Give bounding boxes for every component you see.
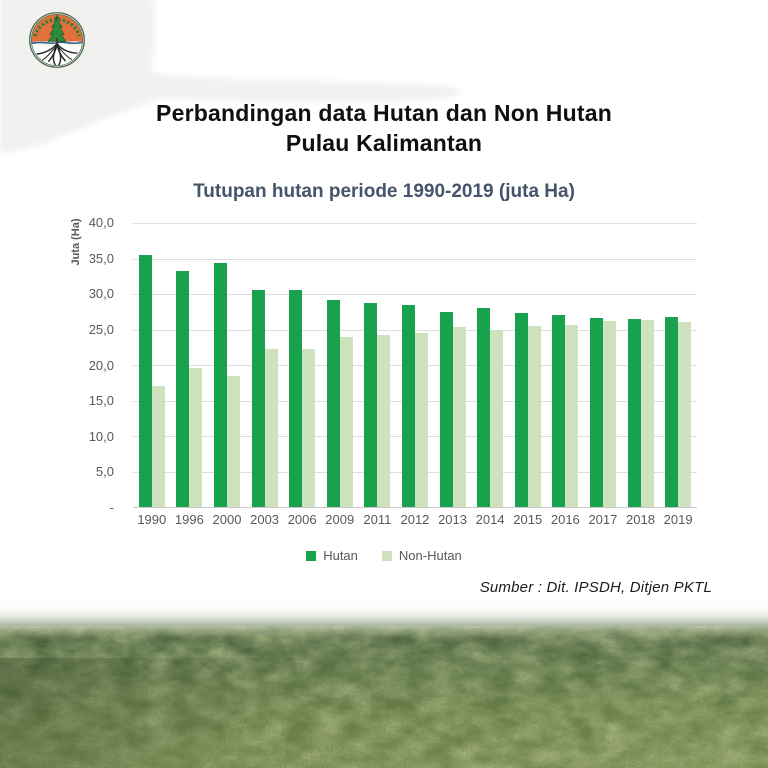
x-tick-label-2013: 2013: [438, 512, 467, 527]
title-line-1: Perbandingan data Hutan dan Non Hutan: [156, 100, 612, 126]
y-tick-label: 35,0: [88, 250, 114, 266]
bar-group-2012: [401, 223, 428, 507]
bar-hutan-2003: [251, 289, 265, 507]
bar-hutan-2000: [213, 262, 227, 507]
y-tick-label: 25,0: [88, 321, 114, 337]
x-tick-label-2016: 2016: [550, 512, 580, 527]
bar-hutan-2015: [514, 313, 528, 507]
gridline: [133, 258, 697, 260]
bar-non-hutan-2009: [339, 337, 353, 507]
bar-non-hutan-2015: [527, 325, 541, 507]
bar-hutan-2006: [289, 290, 303, 507]
bar-hutan-2018: [627, 318, 641, 507]
bar-group-2000: [213, 223, 240, 507]
legend-label: Non-Hutan: [398, 548, 462, 563]
legend-swatch-icon: [306, 550, 317, 561]
bar-non-hutan-2003: [264, 348, 278, 507]
bar-non-hutan-2017: [602, 320, 616, 507]
bar-non-hutan-2011: [377, 335, 391, 507]
x-tick-label-2011: 2011: [363, 512, 392, 527]
bar-hutan-2009: [326, 299, 340, 507]
y-axis-ticks: 40,0 35,0 30,0 25,0 20,0 15,0 10,0 5,0 -: [58, 215, 122, 515]
y-tick-label: 30,0: [88, 286, 114, 302]
bar-non-hutan-2014: [490, 330, 504, 507]
x-tick-label-2019: 2019: [663, 512, 693, 527]
y-tick-label: 20,0: [88, 357, 114, 373]
bar-group-1990: [138, 223, 165, 507]
bar-non-hutan-2016: [565, 324, 579, 507]
legend-swatch-icon: [381, 550, 392, 561]
aerial-forest-canopy-photo: [0, 598, 768, 768]
x-tick-label-2015: 2015: [513, 512, 543, 527]
x-tick-label-1990: 1990: [137, 512, 167, 527]
bar-group-1996: [176, 223, 203, 507]
x-axis-ticks: 1990 1996 2000 2003 2006 2009 2011 2012 2013 2014…: [133, 512, 697, 527]
bar-non-hutan-1990: [151, 385, 165, 507]
bar-hutan-2017: [589, 318, 603, 507]
bar-non-hutan-2013: [452, 327, 466, 507]
bar-non-hutan-1996: [189, 367, 203, 507]
gridline: [133, 329, 697, 331]
bar-non-hutan-2006: [302, 348, 316, 507]
legend-label: Hutan: [323, 548, 358, 563]
x-tick-label-2006: 2006: [287, 512, 317, 527]
title-line-2: Pulau Kalimantan: [285, 129, 483, 156]
bar-group-2015: [514, 223, 541, 507]
bar-hutan-2013: [439, 311, 453, 507]
bar-hutan-2014: [477, 307, 491, 507]
chart-legend: Hutan Non-Hutan: [0, 548, 768, 563]
bar-non-hutan-2018: [640, 320, 654, 507]
source-citation: Sumber : Dit. IPSDH, Ditjen PKTL: [479, 579, 712, 596]
x-tick-label-2017: 2017: [588, 512, 618, 527]
bar-group-2014: [477, 223, 504, 507]
bar-group-2018: [627, 223, 654, 507]
y-tick-label: 5,0: [95, 464, 114, 480]
y-tick-label: 40,0: [88, 215, 114, 230]
gridline: [133, 223, 697, 224]
legend-item-hutan: Hutan: [306, 548, 358, 563]
x-tick-label-2003: 2003: [250, 512, 280, 527]
bar-group-2006: [289, 223, 316, 507]
bar-non-hutan-2012: [414, 333, 428, 507]
bar-hutan-2019: [665, 317, 679, 507]
gridline: [133, 294, 697, 295]
y-tick-label: 15,0: [88, 393, 114, 409]
bar-group-2017: [589, 223, 616, 507]
bar-non-hutan-2000: [226, 376, 240, 507]
x-tick-label-2018: 2018: [626, 512, 655, 527]
bar-group-2011: [364, 223, 391, 507]
y-tick-label: -: [109, 500, 114, 515]
bar-group-2019: [665, 223, 692, 507]
bar-group-2013: [439, 223, 466, 507]
x-tick-label-2014: 2014: [475, 512, 505, 527]
plot-area: [133, 223, 697, 508]
bar-series-container: [133, 223, 697, 507]
x-tick-label-2009: 2009: [325, 512, 355, 527]
bar-hutan-1990: [138, 254, 152, 507]
bar-hutan-2012: [401, 305, 415, 507]
bar-group-2003: [251, 223, 278, 507]
x-tick-label-2012: 2012: [400, 512, 430, 527]
page-title: Perbandingan data Hutan dan Non Hutan Pu…: [40, 99, 728, 159]
legend-item-non-hutan: Non-Hutan: [381, 548, 462, 563]
bar-non-hutan-2019: [678, 321, 692, 507]
bar-group-2009: [326, 223, 353, 507]
bar-group-2016: [552, 223, 579, 507]
bar-hutan-2016: [552, 314, 566, 507]
x-tick-label-1996: 1996: [174, 512, 204, 527]
bar-hutan-1996: [176, 271, 190, 507]
chart-title: Tutupan hutan periode 1990-2019 (juta Ha…: [193, 181, 575, 202]
y-tick-label: 10,0: [88, 428, 114, 444]
x-tick-label-2000: 2000: [212, 512, 242, 527]
bar-hutan-2011: [364, 303, 378, 507]
ministry-emblem-logo: [29, 12, 85, 68]
